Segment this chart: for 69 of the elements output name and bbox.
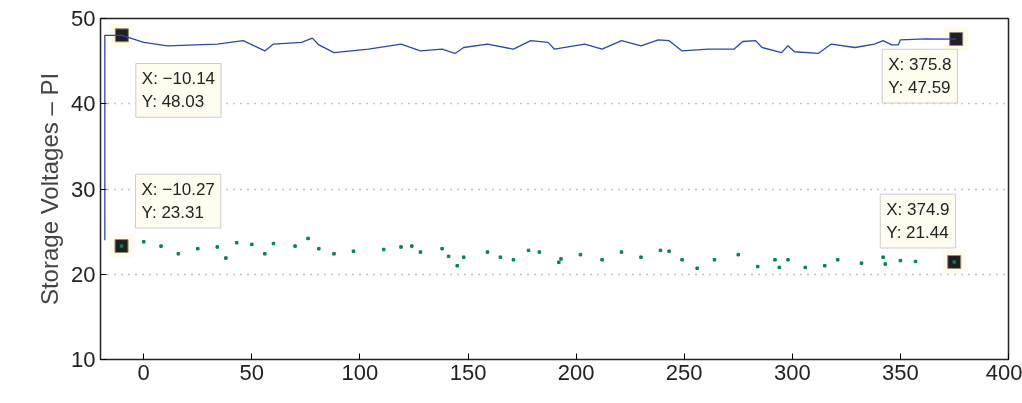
- point: [639, 255, 643, 259]
- y-tick-label: 20: [71, 261, 96, 287]
- point: [293, 244, 297, 248]
- point: [755, 264, 760, 269]
- point: [351, 249, 356, 253]
- y-tick-label: 40: [71, 91, 96, 117]
- x-tick-label: 350: [882, 359, 919, 385]
- point: [835, 258, 840, 262]
- point: [306, 236, 310, 241]
- point: [399, 245, 403, 249]
- point: [234, 240, 239, 245]
- x-tick-label: 250: [665, 359, 703, 385]
- point: [176, 252, 181, 256]
- x-tick-label: 50: [239, 359, 265, 385]
- point: [883, 262, 888, 266]
- point: [578, 252, 583, 257]
- point: [736, 252, 741, 257]
- point: [773, 258, 777, 262]
- point: [881, 255, 885, 259]
- point: [667, 249, 671, 253]
- point: [511, 258, 516, 262]
- point: [803, 265, 808, 270]
- point: [526, 248, 531, 253]
- x-tick-label: 200: [557, 359, 595, 385]
- x-tick-label: 400: [985, 359, 1022, 385]
- point: [410, 244, 414, 248]
- point: [786, 258, 790, 262]
- point: [695, 266, 699, 271]
- point: [498, 255, 503, 259]
- point: [317, 246, 321, 251]
- point: [619, 250, 624, 254]
- x-tick-label: 300: [773, 359, 811, 385]
- point: [141, 240, 146, 244]
- point: [859, 261, 864, 265]
- y-tick-label: 50: [71, 6, 96, 31]
- point: [680, 258, 684, 262]
- annotation: X: 375.8 Y: 47.59: [888, 55, 952, 98]
- annotation: X: −10.27 Y: 23.31: [141, 180, 215, 223]
- point: [898, 258, 903, 263]
- point: [196, 246, 200, 251]
- point: [250, 242, 254, 247]
- x-tick-label: 100: [341, 359, 379, 385]
- point: [224, 256, 228, 260]
- point: [418, 250, 423, 254]
- point: [537, 250, 542, 254]
- point: [455, 263, 459, 268]
- x-tick-label: 150: [449, 359, 487, 385]
- y-axis-title: Storage Voltages – PI: [36, 72, 64, 306]
- point: [658, 248, 663, 253]
- point: [381, 247, 386, 252]
- point: [600, 258, 604, 262]
- x-tick-label: 0: [137, 359, 150, 385]
- point: [446, 254, 451, 259]
- point: [557, 260, 561, 265]
- point: [263, 252, 267, 256]
- point: [777, 265, 782, 270]
- point: [440, 246, 444, 251]
- point: [712, 258, 717, 262]
- point: [461, 255, 466, 259]
- annotation: X: −10.14 Y: 48.03: [141, 69, 216, 112]
- point: [485, 250, 490, 254]
- point: [159, 244, 163, 248]
- point: [559, 257, 563, 261]
- y-tick-label: 30: [71, 176, 96, 202]
- annotation: X: 374.9 Y: 21.44: [886, 200, 950, 242]
- point: [822, 263, 827, 268]
- y-tick-label: 10: [71, 347, 96, 372]
- point: [332, 252, 336, 256]
- point: [215, 245, 219, 249]
